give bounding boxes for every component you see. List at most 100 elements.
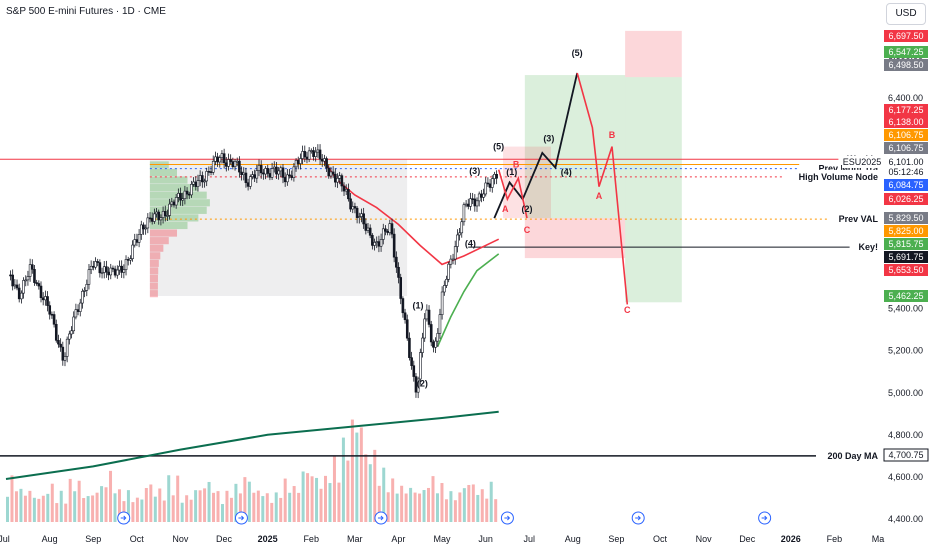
projection-stop-zone <box>524 218 626 259</box>
candle-body <box>111 267 115 270</box>
candle-body <box>170 201 174 205</box>
projection-correction-path <box>497 169 528 219</box>
ma-200-line <box>5 410 499 480</box>
candle-body <box>139 224 143 235</box>
x-tick-label: Jul <box>0 534 10 544</box>
volume-bar <box>144 487 148 522</box>
volume-bar <box>324 475 328 522</box>
candle-body <box>331 171 335 175</box>
candle-body <box>403 312 407 321</box>
candle-body <box>118 265 121 271</box>
price-tag-bg <box>884 116 928 128</box>
candle-body <box>390 223 394 235</box>
candle-body <box>405 319 409 339</box>
candle-body <box>436 332 440 342</box>
volume-profile-bar <box>149 282 158 290</box>
candle-body <box>22 280 25 294</box>
price-tag: 6,026.25 <box>888 194 923 204</box>
volume-bar <box>395 493 399 522</box>
candle-body <box>253 174 256 179</box>
candle-body <box>37 283 41 287</box>
volume-bar <box>471 484 475 522</box>
candle-body <box>355 207 359 218</box>
volume-bar <box>109 470 113 522</box>
candle-body <box>227 159 230 167</box>
volume-bar <box>391 478 395 522</box>
candle-body <box>231 161 235 168</box>
arrow-icon <box>504 515 511 521</box>
volume-bar <box>23 495 27 522</box>
volume-bar <box>377 485 381 522</box>
volume-bar <box>212 492 216 522</box>
volume-bar <box>55 503 59 522</box>
price-tag-bg <box>884 46 928 58</box>
candle-body <box>377 241 381 247</box>
candle-body <box>449 258 453 265</box>
candle-body <box>9 274 12 277</box>
volume-bar <box>274 492 278 522</box>
candle-body <box>296 160 300 164</box>
volume-bar <box>68 478 72 522</box>
candle-body <box>290 175 294 178</box>
volume-bar <box>444 499 448 522</box>
candle-body <box>59 343 62 348</box>
currency-button[interactable]: USD <box>886 3 926 25</box>
volume-bar <box>95 492 99 522</box>
candle-body <box>338 175 341 179</box>
wave-projections: (1) (2) (3) (4) (5) (1) (2) (3) (4) (5) A B C A B C <box>413 48 632 388</box>
candle-body <box>388 223 392 233</box>
candle-body <box>33 269 36 283</box>
candle-body <box>477 193 481 202</box>
candle-body <box>488 183 492 188</box>
candle-body <box>268 173 272 178</box>
price-tag: 6,106.75 <box>888 130 923 140</box>
candle-body <box>294 160 298 168</box>
candle-body <box>279 167 283 172</box>
small-correction-zone <box>503 146 551 219</box>
candle-body <box>39 285 43 299</box>
candle-body <box>174 197 178 206</box>
candle-body <box>475 200 479 207</box>
volume-bar <box>113 493 117 522</box>
candle-body <box>163 211 167 217</box>
candle-body <box>281 167 285 178</box>
candle-body <box>336 178 339 183</box>
candle-body <box>381 228 385 240</box>
candle-body <box>11 274 14 287</box>
wave-label: (1) <box>413 301 424 311</box>
volume-bar <box>14 491 18 522</box>
decline-label: A <box>596 191 603 201</box>
candle-body <box>432 341 435 348</box>
candle-body <box>456 234 459 247</box>
price-tag: 5,825.00 <box>888 226 923 236</box>
volume-bar <box>203 488 207 522</box>
candle-body <box>137 234 141 243</box>
volume-profile-bar <box>149 274 158 283</box>
candle-body <box>464 203 468 206</box>
volume-bar <box>194 490 198 522</box>
volume-bar <box>171 495 175 522</box>
candle-body <box>368 227 372 236</box>
candle-body <box>235 160 239 163</box>
candle-body <box>292 166 296 178</box>
volume-profile-bar <box>149 184 199 192</box>
price-tag: 6,084.75 <box>888 180 923 190</box>
candle-body <box>177 193 180 198</box>
price-tag-bg <box>884 166 928 178</box>
price-axis: 4,400.00 4,600.00 4,800.00 5,000.00 5,200.00… <box>842 30 929 524</box>
candle-body <box>283 177 287 183</box>
volume-bar <box>6 496 9 522</box>
volume-bar <box>270 502 274 522</box>
volume-bar <box>462 488 466 522</box>
price-tag-bg <box>884 264 928 276</box>
volume-bar <box>319 488 323 522</box>
candle-body <box>28 264 32 277</box>
candle-body <box>384 228 387 232</box>
correction-label: C <box>524 225 531 235</box>
volume-profile-bar <box>149 221 188 230</box>
volume-bar <box>41 495 45 522</box>
candle-body <box>207 171 211 173</box>
projection-wave-label: (2) <box>522 204 533 214</box>
volume-bar <box>332 456 336 522</box>
